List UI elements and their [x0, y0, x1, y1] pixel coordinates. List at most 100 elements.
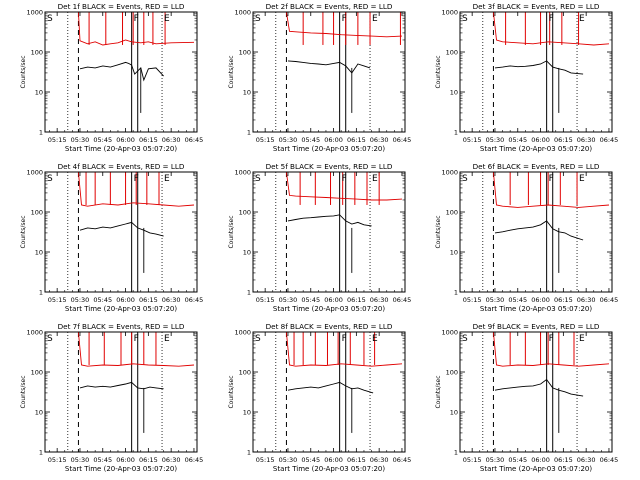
- marker-e-label: E: [579, 174, 585, 184]
- y-tick-label: 100: [446, 369, 458, 377]
- x-tick-label: 06:00: [116, 296, 135, 304]
- x-tick-label: 06:45: [600, 456, 619, 464]
- y-axis-label: Counts/sec: [228, 215, 235, 248]
- marker-f-label: F: [549, 14, 554, 24]
- marker-e-label: E: [372, 334, 378, 344]
- y-tick-label: 10: [35, 249, 43, 257]
- x-axis-label: Start Time (20-Apr-03 05:07:20): [480, 465, 592, 473]
- events-series-line: [79, 381, 164, 390]
- y-tick-label: 1000: [234, 169, 251, 177]
- y-tick-label: 1000: [441, 169, 458, 177]
- y-tick-label: 1: [454, 289, 458, 297]
- panel-title: Det 1f BLACK = Events, RED = LLD: [58, 2, 185, 11]
- y-tick-label: 10: [450, 249, 458, 257]
- y-tick-label: 1: [39, 449, 43, 457]
- x-axis-label: Start Time (20-Apr-03 05:07:20): [480, 305, 592, 313]
- y-tick-label: 10: [243, 409, 251, 417]
- x-tick-label: 05:30: [486, 136, 505, 144]
- marker-f-label: F: [342, 14, 347, 24]
- x-tick-label: 06:45: [185, 456, 204, 464]
- y-tick-label: 10: [243, 249, 251, 257]
- x-tick-label: 05:15: [48, 456, 67, 464]
- x-tick-label: 05:30: [279, 136, 298, 144]
- x-tick-label: 06:30: [162, 456, 181, 464]
- marker-s-label: S: [462, 14, 468, 24]
- panel-title: Det 6f BLACK = Events, RED = LLD: [473, 162, 600, 171]
- marker-f-label: F: [342, 334, 347, 344]
- x-axis-label: Start Time (20-Apr-03 05:07:20): [480, 145, 592, 153]
- x-axis-label: Start Time (20-Apr-03 05:07:20): [273, 305, 385, 313]
- events-series-line: [494, 378, 584, 397]
- x-tick-label: 06:00: [531, 456, 550, 464]
- x-tick-label: 06:30: [162, 136, 181, 144]
- x-tick-label: 06:15: [139, 456, 158, 464]
- y-axis-label: Counts/sec: [228, 55, 235, 88]
- detector-panel: Det 3f BLACK = Events, RED = LLD Counts/s…: [435, 2, 618, 153]
- x-tick-label: 06:15: [347, 136, 366, 144]
- x-axis-label: Start Time (20-Apr-03 05:07:20): [65, 465, 177, 473]
- x-tick-label: 06:00: [324, 136, 343, 144]
- x-tick-label: 05:45: [508, 456, 527, 464]
- x-tick-label: 06:30: [370, 296, 389, 304]
- marker-e-label: E: [579, 334, 585, 344]
- x-tick-label: 05:30: [71, 136, 90, 144]
- x-tick-label: 06:30: [370, 136, 389, 144]
- detector-panel: Det 2f BLACK = Events, RED = LLD Counts/s…: [228, 2, 411, 153]
- plot-frame: [252, 171, 406, 293]
- x-tick-label: 05:45: [508, 136, 527, 144]
- x-tick-label: 06:45: [393, 136, 412, 144]
- x-tick-label: 06:00: [531, 296, 550, 304]
- y-axis-label: Counts/sec: [228, 375, 235, 408]
- y-tick-label: 1: [454, 449, 458, 457]
- x-tick-label: 05:15: [256, 456, 275, 464]
- y-tick-label: 100: [239, 369, 251, 377]
- x-tick-label: 05:45: [301, 136, 320, 144]
- marker-e-label: E: [164, 174, 170, 184]
- detector-panel: Det 9f BLACK = Events, RED = LLD Counts/s…: [435, 322, 618, 473]
- plot-frame: [252, 11, 406, 133]
- x-tick-label: 06:45: [393, 296, 412, 304]
- plot-frame: [44, 171, 198, 293]
- lld-series-line: [77, 332, 195, 367]
- x-tick-label: 06:45: [185, 136, 204, 144]
- plot-frame: [44, 331, 198, 453]
- events-series-line: [494, 220, 584, 241]
- x-tick-label: 06:30: [370, 456, 389, 464]
- y-tick-label: 10: [35, 409, 43, 417]
- panel-title: Det 4f BLACK = Events, RED = LLD: [58, 162, 185, 171]
- x-tick-label: 05:30: [71, 456, 90, 464]
- y-tick-label: 1000: [26, 169, 43, 177]
- detector-panel: Det 7f BLACK = Events, RED = LLD Counts/s…: [20, 322, 203, 473]
- events-series-line: [287, 60, 371, 74]
- plot-frame: [459, 331, 613, 453]
- x-tick-label: 06:30: [577, 456, 596, 464]
- marker-f-label: F: [549, 174, 554, 184]
- x-tick-label: 06:45: [185, 296, 204, 304]
- y-tick-label: 10: [35, 89, 43, 97]
- x-axis-label: Start Time (20-Apr-03 05:07:20): [65, 305, 177, 313]
- x-tick-label: 06:30: [162, 296, 181, 304]
- marker-s-label: S: [255, 174, 261, 184]
- lld-series-line: [285, 332, 403, 367]
- plot-frame: [252, 331, 406, 453]
- marker-e-label: E: [372, 174, 378, 184]
- marker-f-label: F: [134, 14, 139, 24]
- y-axis-label: Counts/sec: [20, 55, 27, 88]
- y-tick-label: 1000: [441, 9, 458, 17]
- x-tick-label: 06:45: [600, 136, 619, 144]
- x-tick-label: 06:00: [531, 136, 550, 144]
- x-tick-label: 05:15: [463, 456, 482, 464]
- x-axis-label: Start Time (20-Apr-03 05:07:20): [65, 145, 177, 153]
- x-tick-label: 06:15: [139, 136, 158, 144]
- x-tick-label: 05:15: [48, 296, 67, 304]
- x-tick-label: 06:30: [577, 296, 596, 304]
- x-tick-label: 05:30: [486, 296, 505, 304]
- events-series-line: [79, 221, 164, 237]
- marker-e-label: E: [372, 14, 378, 24]
- x-tick-label: 05:45: [93, 456, 112, 464]
- marker-s-label: S: [47, 174, 53, 184]
- x-tick-label: 05:45: [301, 296, 320, 304]
- y-tick-label: 10: [450, 409, 458, 417]
- y-tick-label: 1: [247, 289, 251, 297]
- x-tick-label: 06:15: [554, 136, 573, 144]
